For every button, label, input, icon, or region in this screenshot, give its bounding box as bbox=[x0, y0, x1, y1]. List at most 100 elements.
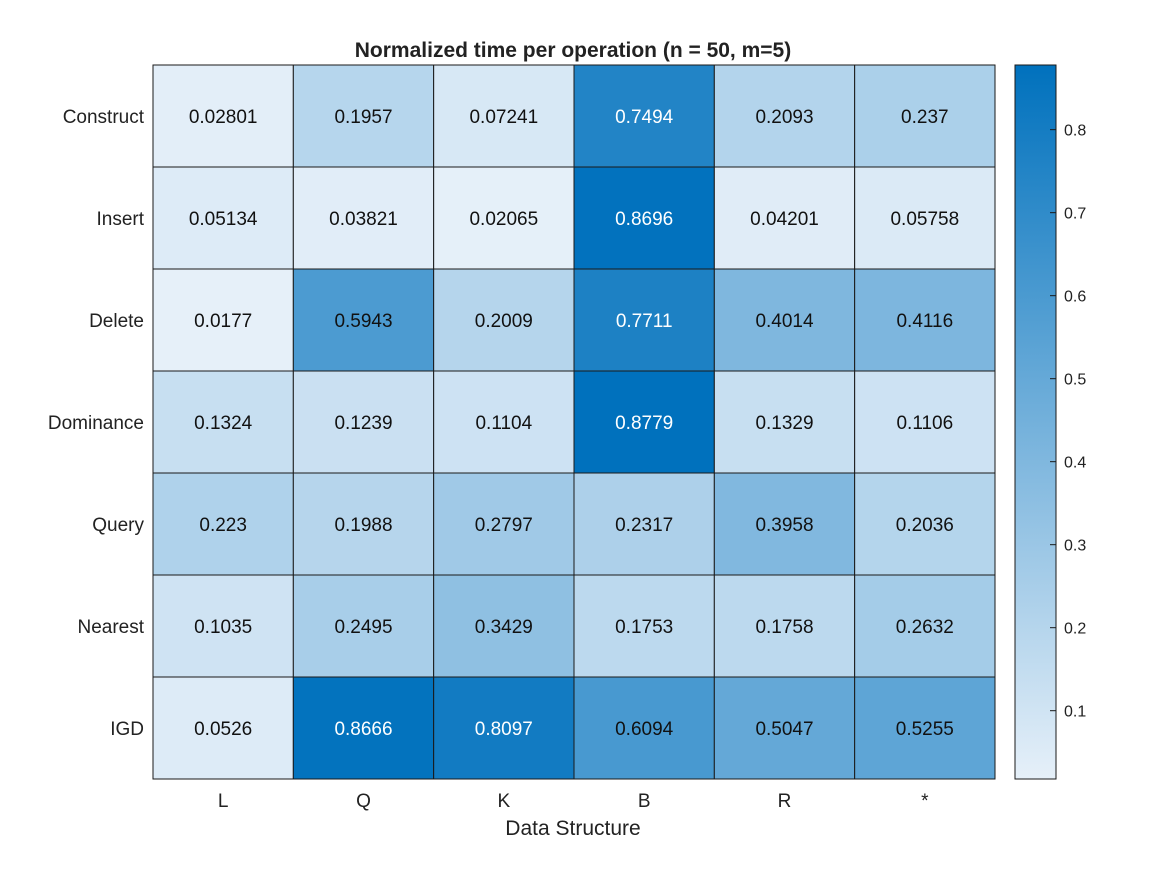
column-label: B bbox=[638, 791, 651, 812]
heatmap-cell bbox=[573, 472, 715, 576]
heatmap-cell bbox=[433, 370, 575, 474]
heatmap-cell bbox=[573, 676, 715, 780]
heatmap-cell bbox=[152, 268, 294, 372]
cell-value-label: 0.2797 bbox=[475, 515, 533, 536]
cell-value-label: 0.4014 bbox=[755, 311, 814, 332]
heatmap-cell bbox=[433, 268, 575, 372]
row-label: Query bbox=[92, 515, 144, 536]
cell-value-label: 0.05758 bbox=[890, 209, 959, 230]
cell-value-label: 0.7494 bbox=[615, 107, 674, 128]
row-label: Construct bbox=[63, 107, 145, 128]
cell-value-label: 0.2093 bbox=[755, 107, 813, 128]
heatmap-cell bbox=[573, 268, 715, 372]
colorbar: 0.1 0.2 0.3 0.4 0.5 0.6 0.7 0.8 bbox=[1014, 64, 1086, 780]
cell-value-label: 0.8666 bbox=[334, 719, 392, 740]
heatmap-cell bbox=[573, 166, 715, 270]
heatmap-cell bbox=[854, 64, 996, 168]
colorbar-tick-label: 0.2 bbox=[1064, 621, 1086, 638]
heatmap-cell bbox=[713, 268, 856, 372]
colorbar-tick-label: 0.5 bbox=[1064, 372, 1086, 389]
heatmap-cell bbox=[713, 574, 856, 678]
cell-value-label: 0.1957 bbox=[334, 107, 392, 128]
cell-value-label: 0.5255 bbox=[896, 719, 954, 740]
row-label: Dominance bbox=[48, 413, 144, 434]
heatmap-cell bbox=[152, 676, 294, 780]
column-label: Q bbox=[356, 791, 371, 812]
cell-value-label: 0.1329 bbox=[755, 413, 813, 434]
cell-value-label: 0.2009 bbox=[475, 311, 533, 332]
cell-value-label: 0.07241 bbox=[469, 107, 538, 128]
row-label: IGD bbox=[110, 719, 144, 740]
cell-value-label: 0.02065 bbox=[469, 209, 538, 230]
cell-value-label: 0.5047 bbox=[755, 719, 813, 740]
cell-value-label: 0.1758 bbox=[755, 617, 813, 638]
heatmap-cell bbox=[433, 676, 575, 780]
heatmap-cells: 0.02801 0.1957 0.07241 0.7494 0.2093 0.237 0.0… bbox=[152, 64, 996, 780]
cell-value-label: 0.8696 bbox=[615, 209, 673, 230]
heatmap-cell bbox=[854, 268, 996, 372]
cell-value-label: 0.2036 bbox=[896, 515, 954, 536]
cell-value-label: 0.6094 bbox=[615, 719, 674, 740]
heatmap-cell bbox=[433, 472, 575, 576]
cell-value-label: 0.05134 bbox=[189, 209, 258, 230]
colorbar-gradient bbox=[1014, 64, 1057, 780]
column-label: * bbox=[921, 791, 929, 812]
cell-value-label: 0.7711 bbox=[616, 311, 673, 332]
cell-value-label: 0.1239 bbox=[334, 413, 392, 434]
heatmap-cell bbox=[854, 166, 996, 270]
cell-value-label: 0.1035 bbox=[194, 617, 252, 638]
column-labels: L Q K B R * bbox=[218, 791, 929, 812]
heatmap-cell bbox=[152, 472, 294, 576]
cell-value-label: 0.2632 bbox=[896, 617, 954, 638]
cell-value-label: 0.237 bbox=[901, 107, 949, 128]
heatmap-cell bbox=[713, 472, 856, 576]
heatmap-cell bbox=[152, 64, 294, 168]
column-label: K bbox=[497, 791, 510, 812]
heatmap-cell bbox=[854, 370, 996, 474]
cell-value-label: 0.0526 bbox=[194, 719, 252, 740]
cell-value-label: 0.4116 bbox=[896, 311, 953, 332]
heatmap-cell bbox=[292, 370, 435, 474]
cell-value-label: 0.1753 bbox=[615, 617, 673, 638]
heatmap-cell bbox=[573, 370, 715, 474]
cell-value-label: 0.1104 bbox=[475, 413, 532, 434]
heatmap-cell bbox=[713, 370, 856, 474]
cell-value-label: 0.223 bbox=[199, 515, 247, 536]
cell-value-label: 0.1988 bbox=[334, 515, 392, 536]
colorbar-tick-label: 0.1 bbox=[1064, 704, 1086, 721]
cell-value-label: 0.0177 bbox=[194, 311, 252, 332]
cell-value-label: 0.8779 bbox=[615, 413, 673, 434]
heatmap-cell bbox=[152, 574, 294, 678]
heatmap-cell bbox=[433, 64, 575, 168]
cell-value-label: 0.2317 bbox=[615, 515, 673, 536]
cell-value-label: 0.04201 bbox=[750, 209, 819, 230]
chart-title: Normalized time per operation (n = 50, m… bbox=[355, 39, 791, 62]
heatmap-cell bbox=[854, 472, 996, 576]
colorbar-tick-label: 0.4 bbox=[1064, 455, 1086, 472]
colorbar-tick-label: 0.7 bbox=[1064, 206, 1086, 223]
cell-value-label: 0.8097 bbox=[475, 719, 533, 740]
cell-value-label: 0.2495 bbox=[334, 617, 392, 638]
heatmap-cell bbox=[292, 166, 435, 270]
cell-value-label: 0.03821 bbox=[329, 209, 398, 230]
colorbar-tick-label: 0.8 bbox=[1064, 123, 1086, 140]
heatmap-cell bbox=[713, 676, 856, 780]
cell-value-label: 0.5943 bbox=[334, 311, 392, 332]
heatmap-cell bbox=[854, 574, 996, 678]
cell-value-label: 0.1324 bbox=[194, 413, 253, 434]
x-axis-label: Data Structure bbox=[505, 817, 640, 840]
row-labels: Construct Insert Delete Dominance Query Neare… bbox=[48, 107, 145, 740]
heatmap-cell bbox=[713, 64, 856, 168]
colorbar-tick-label: 0.6 bbox=[1064, 289, 1086, 306]
heatmap-cell bbox=[292, 268, 435, 372]
heatmap-cell bbox=[292, 676, 435, 780]
heatmap-cell bbox=[573, 64, 715, 168]
heatmap-cell bbox=[854, 676, 996, 780]
row-label: Delete bbox=[89, 311, 144, 332]
row-label: Insert bbox=[96, 209, 144, 230]
column-label: R bbox=[778, 791, 792, 812]
cell-value-label: 0.02801 bbox=[189, 107, 258, 128]
row-label: Nearest bbox=[77, 617, 144, 638]
heatmap-cell bbox=[292, 64, 435, 168]
